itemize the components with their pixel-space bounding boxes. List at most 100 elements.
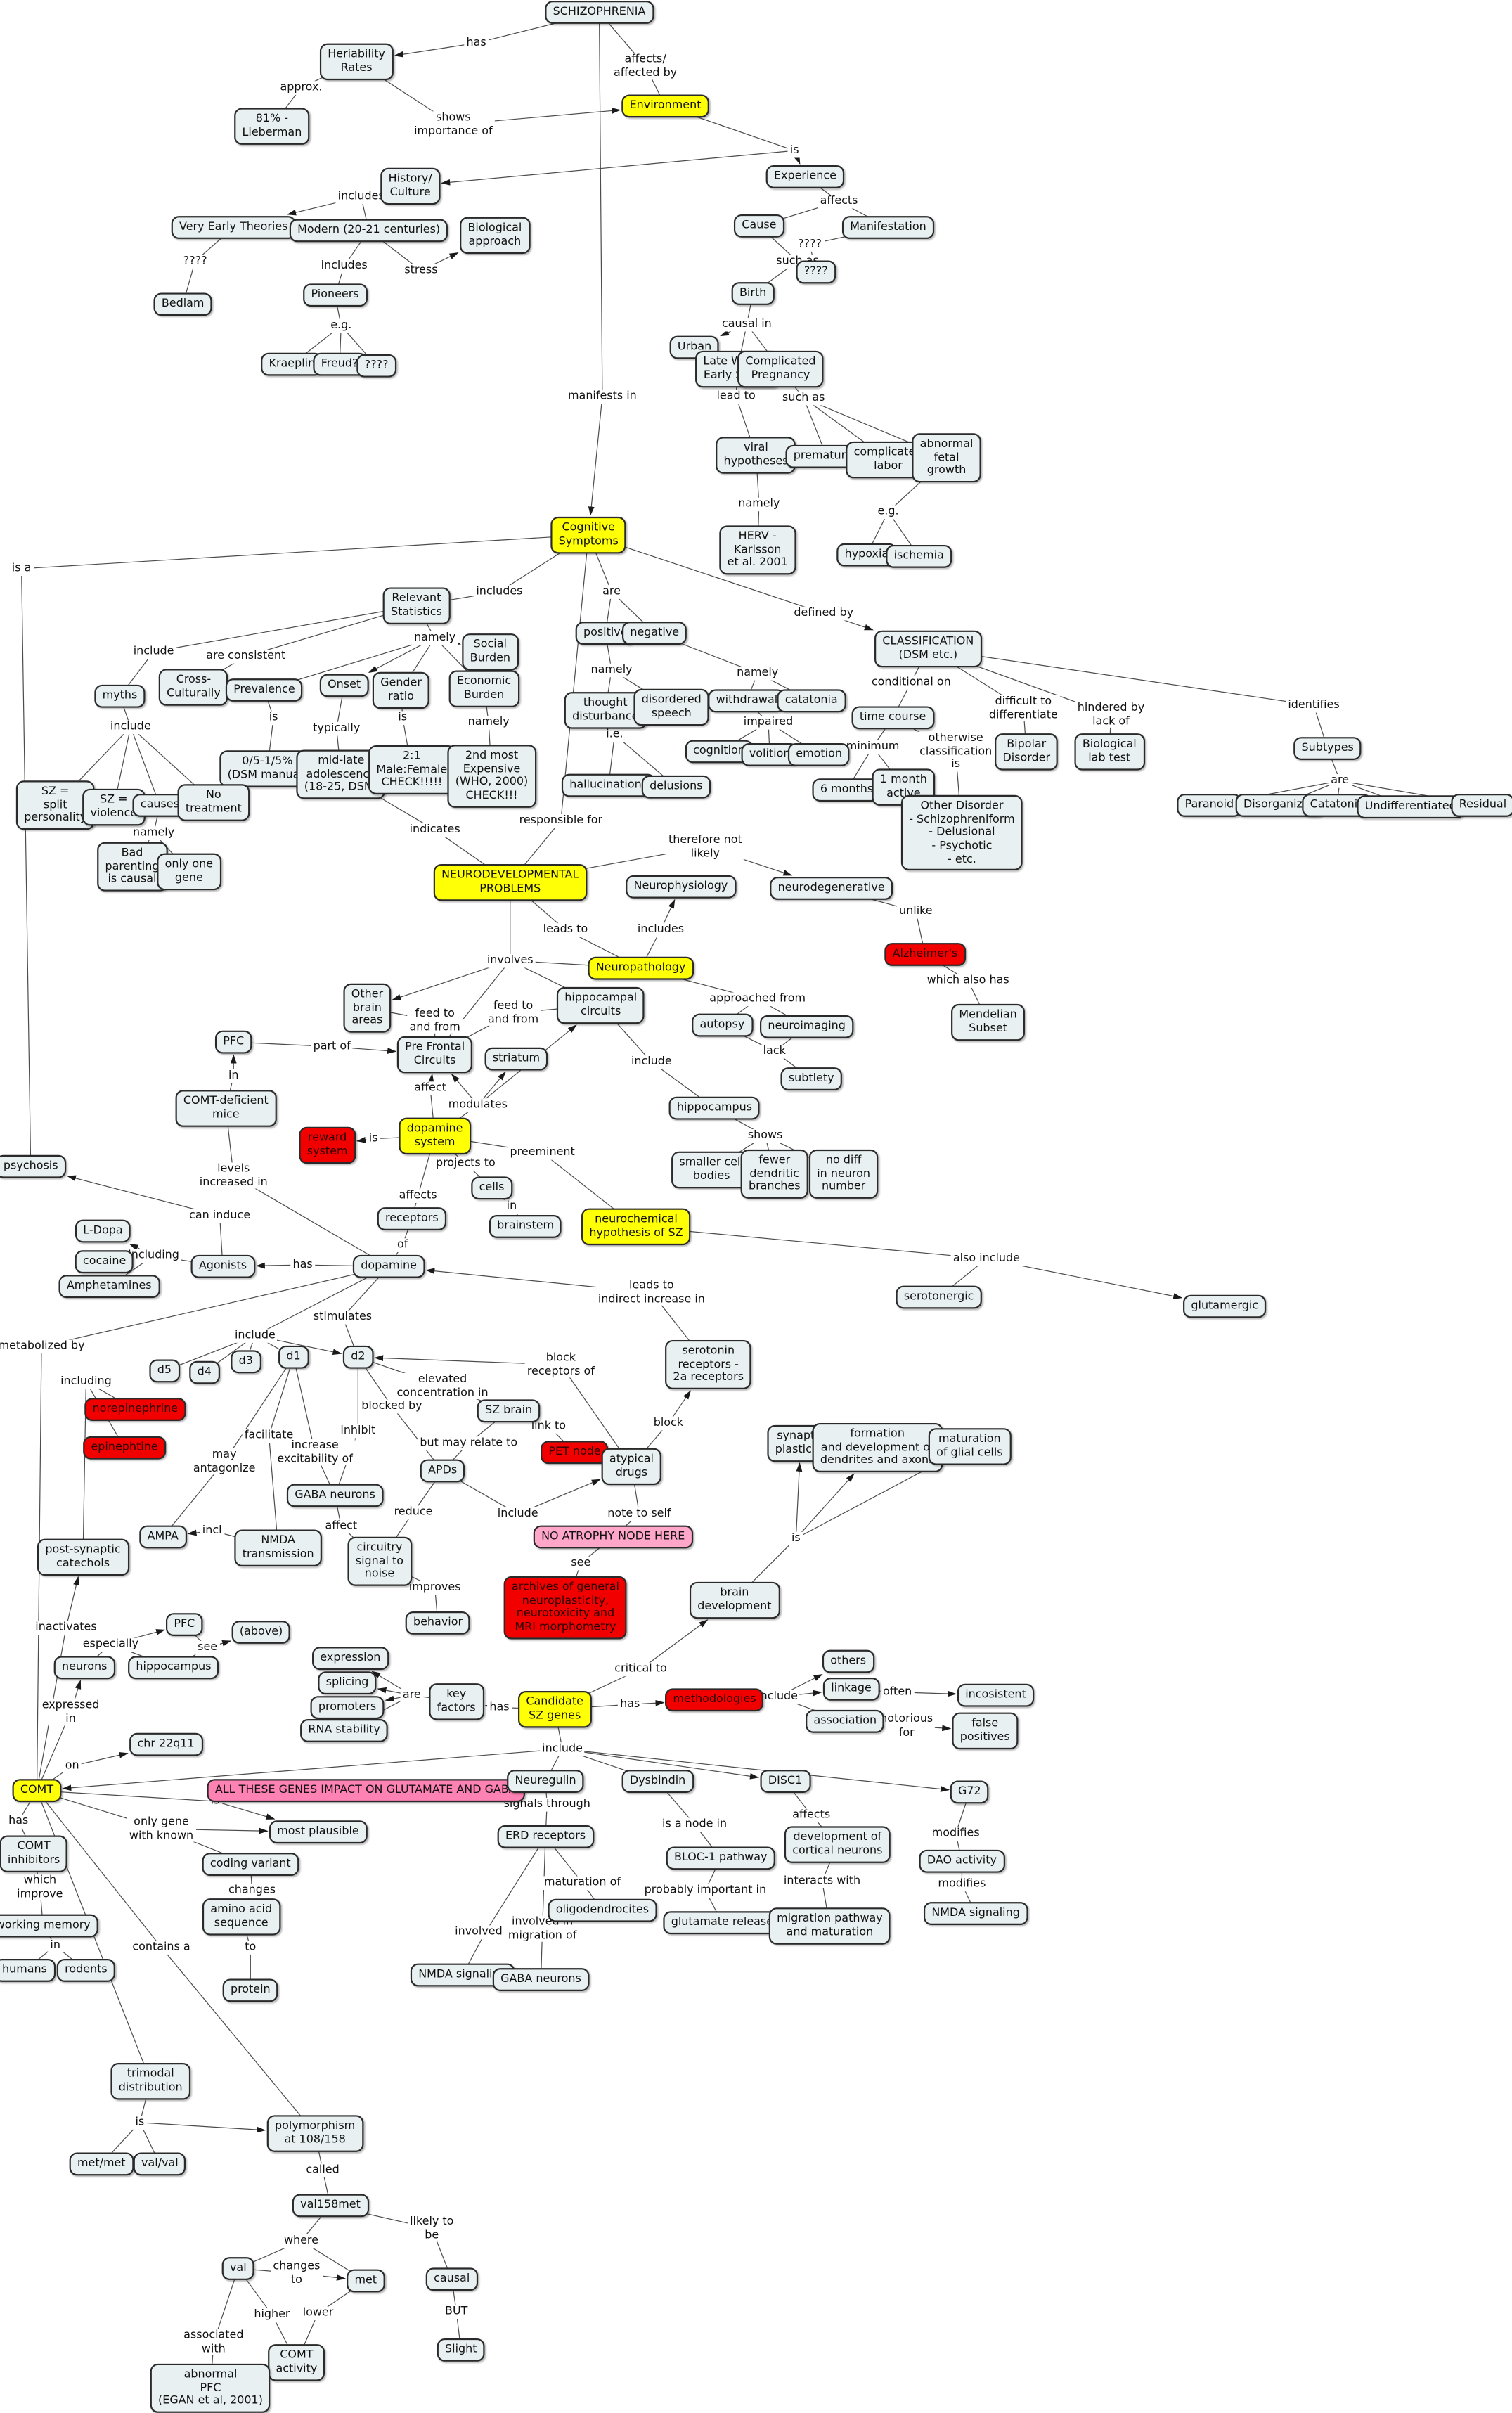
concept-fewerdend[interactable]: fewer dendritic branches — [740, 1149, 808, 1199]
concept-history[interactable]: History/ Culture — [380, 167, 441, 205]
concept-apds[interactable]: APDs — [420, 1459, 465, 1483]
concept-prevalence[interactable]: Prevalence — [225, 678, 304, 702]
concept-neurophys[interactable]: Neurophysiology — [626, 875, 736, 899]
concept-atypical[interactable]: atypical drugs — [601, 1448, 662, 1485]
concept-relstats[interactable]: Relevant Statistics — [382, 587, 451, 624]
concept-badparenting[interactable]: Bad parenting is causal — [97, 842, 167, 892]
concept-ischemia[interactable]: ischemia — [886, 544, 952, 568]
concept-migrationpathway[interactable]: migration pathway and maturation — [768, 1907, 891, 1944]
concept-above[interactable]: (above) — [231, 1621, 291, 1644]
concept-circuitry[interactable]: circuitry signal to noise — [347, 1536, 412, 1587]
concept-myths[interactable]: myths — [94, 684, 146, 708]
concept-falsepos[interactable]: false positives — [952, 1712, 1019, 1749]
concept-glial[interactable]: maturation of glial cells — [928, 1428, 1011, 1465]
concept-amphetamines[interactable]: Amphetamines — [58, 1275, 160, 1299]
concept-comtmice[interactable]: COMT-deficient mice — [175, 1090, 277, 1126]
concept-onset[interactable]: Onset — [319, 674, 369, 697]
concept-withdrawal[interactable]: withdrawal — [708, 689, 786, 713]
concept-nodiff[interactable]: no diff in neuron number — [808, 1149, 879, 1199]
concept-lieberman[interactable]: 81% - Lieberman — [234, 108, 310, 145]
concept-thought[interactable]: thought disturbance — [564, 692, 647, 728]
concept-subtypes[interactable]: Subtypes — [1293, 737, 1362, 760]
concept-brainstem[interactable]: brainstem — [489, 1215, 562, 1238]
concept-heritability[interactable]: Heriability Rates — [319, 43, 394, 80]
concept-econburden[interactable]: Economic Burden — [448, 670, 519, 707]
concept-allthese[interactable]: ALL THESE GENES IMPACT ON GLUTAMATE AND … — [207, 1779, 525, 1803]
concept-incosistent[interactable]: incosistent — [957, 1683, 1035, 1707]
concept-slight[interactable]: Slight — [437, 2338, 485, 2362]
concept-emotion[interactable]: emotion — [787, 742, 851, 766]
concept-prefrontal[interactable]: Pre Frontal Circuits — [396, 1036, 473, 1073]
concept-reward[interactable]: reward system — [299, 1126, 356, 1164]
concept-schizophrenia[interactable]: SCHIZOPHRENIA — [545, 1, 654, 24]
concept-noatrophy[interactable]: NO ATROPHY NODE HERE — [533, 1525, 693, 1549]
concept-alzheimers[interactable]: Alzheimer's — [884, 943, 966, 966]
concept-genderratio[interactable]: Gender ratio — [372, 671, 430, 709]
concept-neurons[interactable]: neurons — [53, 1656, 115, 1680]
concept-expression[interactable]: expression — [312, 1647, 389, 1671]
concept-manifestation[interactable]: Manifestation — [841, 216, 935, 239]
concept-pioneers[interactable]: Pioneers — [303, 283, 367, 307]
concept-birth[interactable]: Birth — [731, 282, 775, 305]
concept-neuregulin[interactable]: Neuregulin — [507, 1770, 584, 1793]
concept-cocaine[interactable]: cocaine — [75, 1250, 134, 1274]
concept-val[interactable]: val — [221, 2257, 255, 2280]
concept-postsynaptic[interactable]: post-synaptic catechols — [37, 1538, 129, 1576]
concept-notreatment[interactable]: No treatment — [177, 784, 250, 821]
concept-d1[interactable]: d1 — [278, 1345, 309, 1369]
concept-biolab[interactable]: Biological lab test — [1074, 733, 1145, 770]
concept-valval[interactable]: val/val — [133, 2152, 187, 2176]
concept-candidate[interactable]: Candidate SZ genes — [518, 1691, 592, 1727]
concept-agonists[interactable]: Agonists — [190, 1254, 255, 1278]
concept-receptors[interactable]: receptors — [377, 1207, 446, 1230]
concept-oligodendrocites[interactable]: oligodendrocites — [548, 1898, 657, 1922]
concept-daoactivity[interactable]: DAO activity — [919, 1849, 1005, 1873]
concept-linkage[interactable]: linkage — [822, 1678, 880, 1701]
concept-otherdisorder[interactable]: Other Disorder - Schizophreniform - Delu… — [900, 794, 1023, 871]
concept-sixmonths[interactable]: 6 months — [812, 778, 881, 802]
concept-complicated[interactable]: Complicated Pregnancy — [737, 350, 824, 387]
concept-norepinephrine[interactable]: norepinephrine — [84, 1398, 186, 1421]
concept-serotonin2a[interactable]: serotonin receptors - 2a receptors — [665, 1339, 752, 1390]
concept-metmet[interactable]: met/met — [69, 2152, 134, 2176]
concept-braindev[interactable]: brain development — [689, 1581, 780, 1619]
concept-glutamaterelease[interactable]: glutamate release — [663, 1911, 782, 1935]
concept-met[interactable]: met — [347, 2269, 385, 2293]
concept-modern[interactable]: Modern (20-21 centuries) — [289, 219, 448, 243]
concept-behavior[interactable]: behavior — [405, 1611, 471, 1635]
concept-ndp[interactable]: NEURODEVELOPMENTAL PROBLEMS — [433, 863, 587, 901]
concept-undiff[interactable]: Undifferentiated — [1357, 795, 1465, 819]
concept-methodologies[interactable]: methodologies — [665, 1688, 764, 1712]
concept-dysbindin[interactable]: Dysbindin — [621, 1770, 694, 1793]
concept-striatum[interactable]: striatum — [484, 1047, 548, 1071]
concept-neuroimaging[interactable]: neuroimaging — [760, 1015, 854, 1038]
concept-q2box[interactable]: ???? — [796, 260, 836, 284]
concept-gabaneurons2[interactable]: GABA neurons — [492, 1968, 590, 1991]
concept-d5[interactable]: d5 — [149, 1359, 180, 1383]
concept-socialburden[interactable]: Social Burden — [462, 633, 519, 670]
concept-disordered[interactable]: disordered speech — [633, 688, 710, 726]
concept-keyfactors[interactable]: key factors — [429, 1683, 484, 1720]
concept-abnormalfetal[interactable]: abnormal fetal growth — [912, 433, 981, 483]
concept-comtactivity[interactable]: COMT activity — [268, 2344, 325, 2381]
concept-codingvariant[interactable]: coding variant — [202, 1853, 299, 1876]
concept-val158met[interactable]: val158met — [292, 2194, 369, 2218]
concept-aminoacid[interactable]: amino acid sequence — [202, 1898, 280, 1935]
concept-d2[interactable]: d2 — [342, 1345, 373, 1369]
concept-hallucinations[interactable]: hallucinations — [561, 773, 656, 797]
concept-cogsym[interactable]: Cognitive Symptoms — [550, 516, 627, 553]
concept-epinephtine[interactable]: epinephtine — [83, 1436, 166, 1460]
concept-bloc1[interactable]: BLOC-1 pathway — [666, 1846, 775, 1870]
concept-cause[interactable]: Cause — [733, 214, 784, 238]
concept-viral[interactable]: viral hypotheses — [716, 437, 796, 473]
concept-herv[interactable]: HERV - Karlsson et al. 2001 — [719, 525, 796, 575]
concept-autopsy[interactable]: autopsy — [692, 1013, 753, 1037]
concept-rodents[interactable]: rodents — [56, 1959, 116, 1982]
concept-paranoid[interactable]: Paranoid — [1177, 794, 1242, 817]
concept-archives[interactable]: archives of general neuroplasticity, neu… — [503, 1576, 628, 1640]
concept-timecourse[interactable]: time course — [851, 706, 934, 730]
concept-devcortical[interactable]: development of cortical neurons — [784, 1826, 891, 1862]
concept-association[interactable]: association — [806, 1709, 885, 1733]
concept-rnastability[interactable]: RNA stability — [300, 1719, 389, 1742]
concept-nmdasignaling2[interactable]: NMDA signaling — [923, 1902, 1028, 1925]
